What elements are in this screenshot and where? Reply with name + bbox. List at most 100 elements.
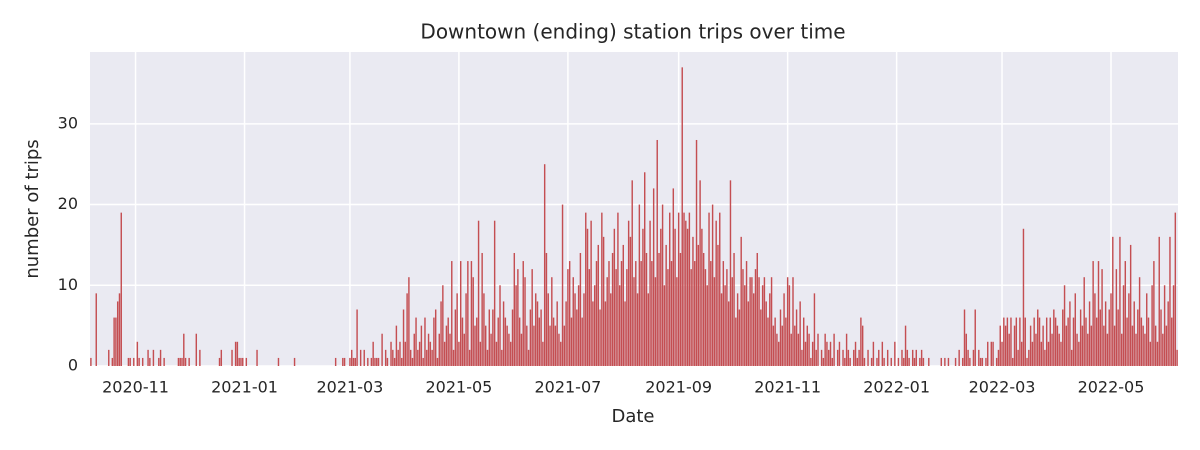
bar [720, 293, 723, 366]
bar [967, 349, 969, 366]
bar [386, 357, 389, 366]
bar [663, 285, 666, 366]
bar [847, 349, 850, 366]
bar [1171, 317, 1173, 366]
bar [567, 269, 569, 366]
bar [1137, 309, 1139, 366]
x-tick-label: 2021-03 [317, 378, 384, 397]
bar [524, 277, 526, 366]
bar [390, 341, 392, 366]
bar [656, 139, 658, 366]
bar [797, 333, 800, 366]
bar [1049, 317, 1051, 366]
bar [1172, 285, 1175, 366]
bar [543, 164, 546, 366]
bar [836, 349, 839, 366]
bar [826, 341, 828, 366]
bar [492, 309, 494, 366]
bar [231, 349, 233, 366]
bar [908, 357, 910, 366]
bar [688, 212, 691, 366]
bar [459, 261, 462, 366]
bar [393, 357, 396, 366]
bar [904, 325, 907, 366]
bar [610, 293, 612, 366]
bar [367, 357, 369, 366]
bar [1010, 317, 1012, 366]
bar [184, 357, 187, 366]
bar [461, 317, 464, 366]
bar [1103, 325, 1105, 366]
bar [529, 309, 532, 366]
bar [363, 349, 365, 366]
bar [794, 325, 796, 366]
bar [463, 333, 465, 366]
bar [1151, 285, 1153, 366]
bar [817, 333, 819, 366]
bar [586, 228, 589, 366]
bar [633, 277, 635, 366]
bar [1081, 325, 1084, 366]
bar [220, 349, 223, 366]
bar [901, 349, 903, 366]
bar [401, 357, 403, 366]
bar [965, 333, 968, 366]
bar [127, 357, 130, 366]
bar [129, 357, 131, 366]
bar [1031, 341, 1034, 366]
bar [601, 212, 603, 366]
bar [620, 261, 623, 366]
bar [1051, 333, 1053, 366]
bar [701, 228, 703, 366]
bar [803, 317, 805, 366]
bar [727, 301, 730, 366]
bar [1160, 309, 1162, 366]
bar [234, 341, 237, 366]
bar [618, 285, 621, 366]
bar [468, 349, 471, 366]
bar [631, 180, 633, 366]
bar [1133, 301, 1135, 366]
bar [781, 325, 783, 366]
bar [740, 236, 742, 366]
bar [1087, 333, 1089, 366]
chart-title: Downtown (ending) station trips over tim… [420, 20, 845, 44]
bar [118, 293, 121, 366]
bar [527, 349, 530, 366]
bar [493, 220, 496, 366]
bar [860, 317, 862, 366]
bar [1110, 293, 1112, 366]
bar [736, 293, 739, 366]
bar [572, 277, 574, 366]
bar [558, 333, 560, 366]
bar [604, 301, 607, 366]
x-tick-label: 2021-05 [425, 378, 492, 397]
bar [474, 325, 476, 366]
bar [133, 357, 135, 366]
bar [343, 357, 346, 366]
bar [602, 236, 605, 366]
y-axis-label: number of trips [22, 139, 43, 278]
bar [878, 349, 880, 366]
bar [992, 341, 994, 366]
bar [149, 357, 151, 366]
bar [1035, 333, 1037, 366]
bar [443, 341, 446, 366]
bar [1012, 357, 1014, 366]
bar [535, 293, 537, 366]
bar [163, 357, 165, 366]
bar [849, 357, 851, 366]
bar [408, 277, 410, 366]
x-tick-label: 2022-03 [969, 378, 1036, 397]
bar [554, 325, 557, 366]
bar [424, 317, 426, 366]
bar [772, 325, 775, 366]
bar [429, 341, 432, 366]
bar [831, 357, 834, 366]
bar [692, 236, 694, 366]
bar [418, 341, 421, 366]
bar [1108, 309, 1110, 366]
bar [1088, 301, 1091, 366]
bar [497, 317, 499, 366]
